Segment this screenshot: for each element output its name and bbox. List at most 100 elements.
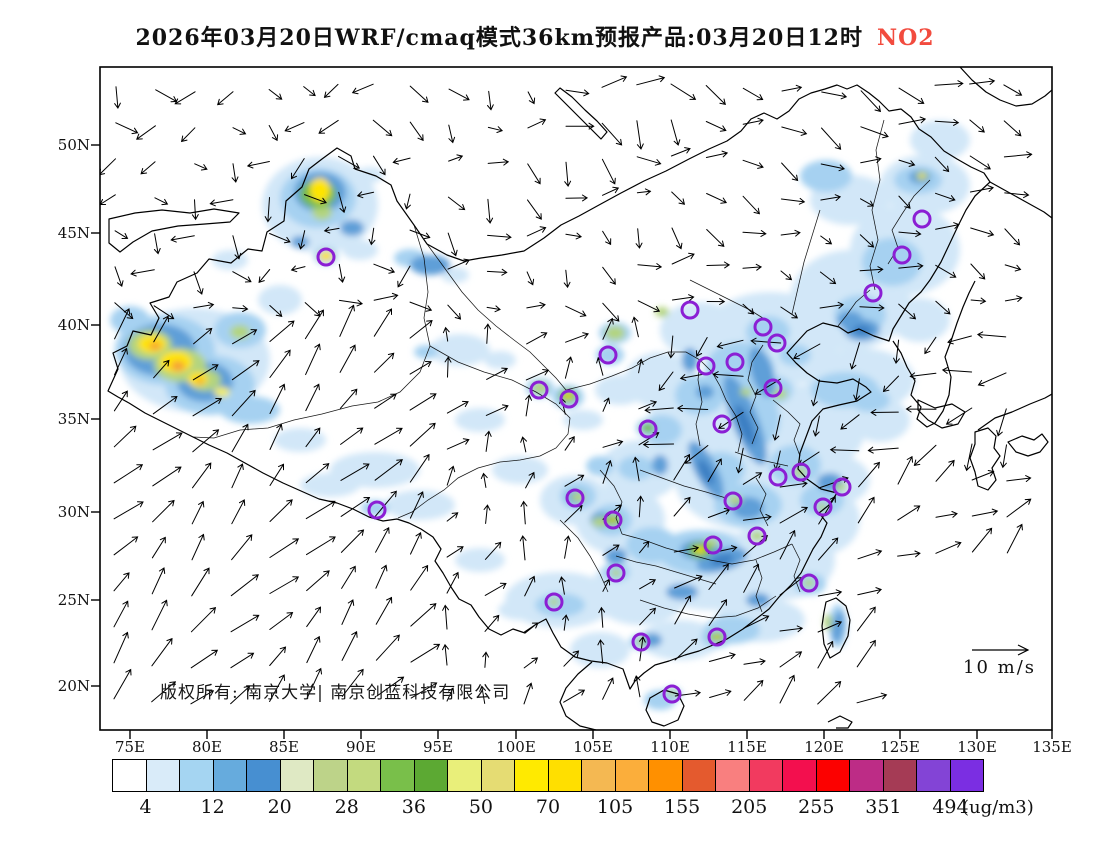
city-marker: [316, 247, 336, 267]
city-marker: [529, 380, 549, 400]
colorbar-cell: [180, 760, 214, 791]
wind-arrow: [976, 331, 1007, 339]
wind-arrow: [1004, 295, 1023, 302]
lat-tick-label: 40N: [57, 316, 90, 334]
wind-arrow: [996, 408, 1007, 437]
wind-arrow: [706, 261, 731, 269]
wind-arrow: [601, 158, 616, 185]
colorbar-cell: [247, 760, 281, 791]
wind-arrow: [304, 194, 327, 205]
wind-arrow: [1006, 475, 1032, 482]
colorbar-cell: [883, 760, 917, 791]
wind-arrow: [673, 453, 691, 481]
wind-arrow: [781, 126, 808, 136]
wind-arrow: [486, 305, 501, 313]
wind-arrow: [527, 118, 547, 129]
wind-arrow: [971, 527, 993, 553]
wind-arrow: [859, 304, 885, 312]
wind-arrow: [290, 265, 306, 273]
colorbar-cell: [749, 760, 783, 791]
wind-arrow: [376, 676, 405, 697]
wind-arrow: [447, 304, 462, 320]
wind-arrow: [780, 197, 806, 205]
wind-arrow: [140, 161, 156, 175]
wind-arrow: [180, 127, 196, 143]
colorbar-cell: [414, 760, 448, 791]
wind-arrow: [526, 302, 546, 309]
wind-arrow: [151, 599, 168, 631]
japan-shikoku: [1007, 433, 1049, 457]
wind-arrow: [409, 121, 424, 142]
wind-arrow: [527, 163, 541, 185]
wind-arrow: [448, 124, 456, 144]
wind-arrow: [392, 157, 411, 165]
wind-arrow: [743, 658, 766, 666]
wind-arrow: [969, 185, 995, 193]
wind-arrow: [935, 264, 957, 278]
lat-tick-label: 20N: [57, 677, 90, 695]
wind-arrow: [565, 332, 589, 343]
wind-arrow: [742, 263, 763, 271]
wind-arrow: [565, 89, 590, 97]
wind-arrow: [340, 496, 371, 517]
colorbar-cell: [649, 760, 683, 791]
wind-arrow: [484, 614, 500, 632]
colorbar-tick: 205: [731, 796, 768, 818]
russia-coast: [989, 181, 1052, 219]
wind-arrow: [780, 229, 801, 237]
wind-arrow: [819, 271, 837, 285]
city-marker: [712, 414, 732, 434]
wind-arrow: [487, 90, 494, 111]
wind-arrow: [483, 504, 491, 524]
wind-arrow: [373, 292, 399, 301]
wind-arrow: [338, 191, 347, 214]
wind-arrow: [113, 600, 129, 628]
wind-arrow: [487, 233, 512, 241]
wind-arrow: [638, 400, 658, 410]
wind-arrow: [564, 436, 575, 451]
wind-arrow: [633, 675, 641, 698]
colorbar-cell: [481, 760, 515, 791]
wind-arrow: [191, 533, 205, 561]
wind-arrow: [341, 630, 358, 661]
wind-arrow: [409, 422, 436, 447]
wind-arrow: [636, 156, 662, 166]
wind-arrow: [269, 233, 291, 244]
wind-arrow: [193, 301, 215, 309]
city-marker: [680, 300, 700, 320]
wind-arrow: [598, 606, 606, 628]
wind-arrow: [742, 513, 772, 521]
wind-arrow: [898, 303, 917, 320]
lon-tick-label: 85E: [268, 738, 300, 756]
city-marker: [723, 491, 743, 511]
wind-arrow: [635, 228, 643, 249]
wind-arrow: [667, 335, 675, 359]
japan-honshu: [977, 393, 1052, 431]
wind-arrow: [857, 606, 876, 632]
wind-arrow: [673, 545, 700, 553]
lon-tick-label: 125E: [880, 738, 920, 756]
wind-arrow: [524, 575, 536, 597]
wind-arrow: [446, 546, 464, 558]
city-marker: [863, 283, 883, 303]
wind-arrow: [193, 327, 213, 345]
wind-arrow: [409, 320, 433, 339]
wind-arrow: [602, 317, 614, 340]
wind-arrow: [779, 506, 809, 524]
wind-arrow: [339, 344, 356, 373]
wind-arrow: [924, 336, 937, 355]
wind-arrow: [375, 564, 388, 589]
wind-arrow: [817, 681, 842, 705]
wind-arrow: [779, 625, 804, 633]
wind-arrow: [1000, 444, 1007, 469]
wind-arrow: [934, 119, 960, 126]
wind-arrow: [448, 154, 464, 162]
wind-arrow: [113, 631, 129, 664]
wind-arrow: [565, 305, 587, 317]
wind-arrow: [639, 540, 650, 554]
wind-arrow: [191, 500, 205, 525]
wind-arrow: [905, 405, 937, 413]
colorbar-tick: 20: [267, 796, 292, 818]
wind-arrow: [114, 86, 121, 109]
wind-arrow: [849, 342, 861, 370]
